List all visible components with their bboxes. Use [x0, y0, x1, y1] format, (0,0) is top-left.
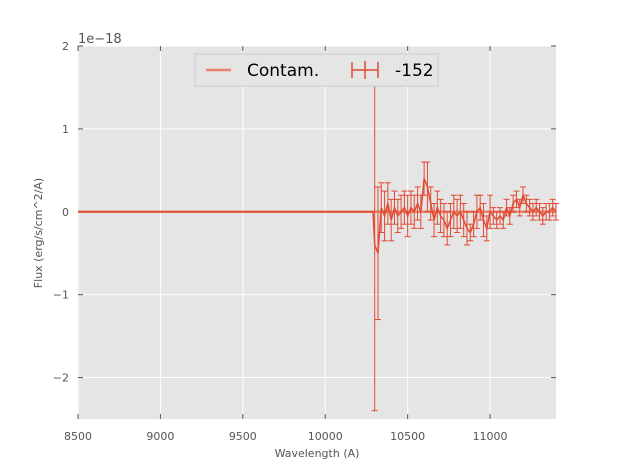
- legend: Contam. -152: [194, 53, 439, 87]
- x-tick-label: 10500: [390, 430, 425, 443]
- x-tick-label: 10000: [308, 430, 343, 443]
- x-tick-label: 9500: [229, 430, 257, 443]
- y-tick-label: 1: [62, 123, 69, 136]
- legend-box: [194, 53, 439, 87]
- x-tick-label: 8500: [64, 430, 92, 443]
- legend-contam-label: Contam.: [247, 61, 319, 81]
- legend-spectrum-label: -152: [395, 61, 434, 81]
- spectrum-series-line: [78, 178, 557, 254]
- legend-spectrum-swatch: [351, 61, 379, 79]
- y-axis-label: Flux (erg/s/cm^2/A): [32, 178, 45, 288]
- axis-tick-labels: 8500 9000 9500 10000 10500 11000 −2 −1 0 1 2: [53, 40, 508, 443]
- x-tick-label: 9000: [146, 430, 174, 443]
- y-offset-label: 1e−18: [78, 32, 122, 47]
- y-tick-label: 2: [62, 40, 69, 53]
- y-tick-label: −1: [53, 289, 69, 302]
- x-tick-label: 11000: [473, 430, 508, 443]
- series-layer: [78, 78, 559, 412]
- y-tick-label: −2: [53, 372, 69, 385]
- y-tick-label: 0: [62, 206, 69, 219]
- plot-area: [78, 46, 556, 419]
- x-axis-label: Wavelength (A): [275, 447, 360, 460]
